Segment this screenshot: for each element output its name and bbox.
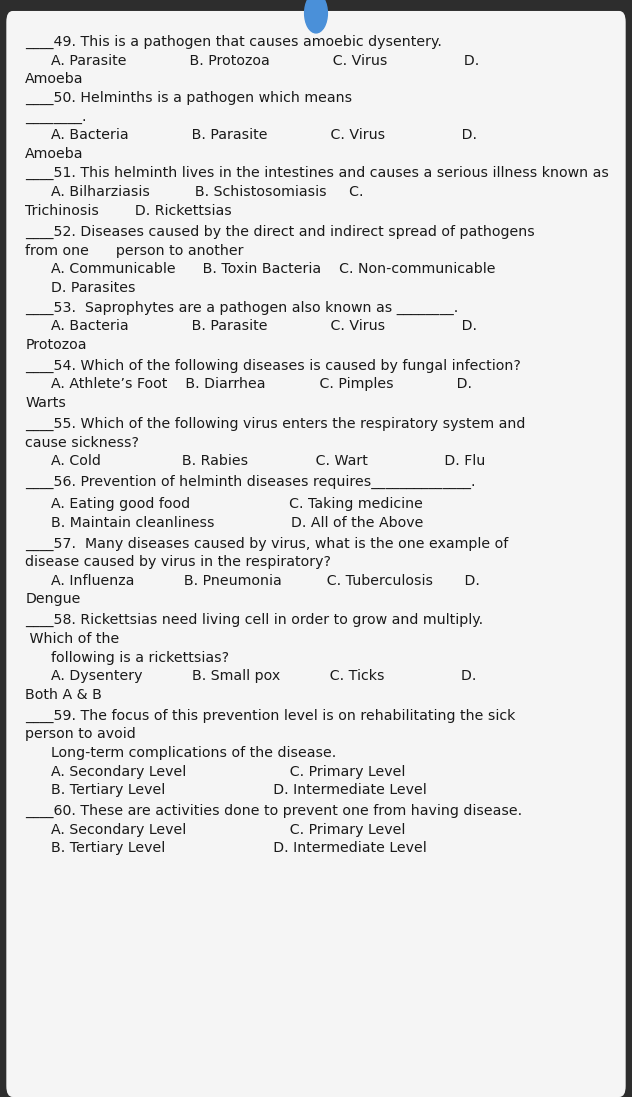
Text: A. Parasite              B. Protozoa              C. Virus                 D.: A. Parasite B. Protozoa C. Virus D. xyxy=(51,54,479,68)
Text: B. Tertiary Level                        D. Intermediate Level: B. Tertiary Level D. Intermediate Level xyxy=(51,783,427,798)
Text: following is a rickettsias?: following is a rickettsias? xyxy=(51,651,229,665)
Text: A. Secondary Level                       C. Primary Level: A. Secondary Level C. Primary Level xyxy=(51,765,405,779)
Text: ____60. These are activities done to prevent one from having disease.: ____60. These are activities done to pre… xyxy=(25,804,523,818)
Text: A. Eating good food                      C. Taking medicine: A. Eating good food C. Taking medicine xyxy=(51,497,422,511)
Text: ____53.  Saprophytes are a pathogen also known as ________.: ____53. Saprophytes are a pathogen also … xyxy=(25,301,459,315)
Text: ____54. Which of the following diseases is caused by fungal infection?: ____54. Which of the following diseases … xyxy=(25,359,521,373)
Text: A. Athlete’s Foot    B. Diarrhea            C. Pimples              D.: A. Athlete’s Foot B. Diarrhea C. Pimples… xyxy=(51,377,471,392)
Text: Trichinosis        D. Rickettsias: Trichinosis D. Rickettsias xyxy=(25,204,232,218)
Text: Long-term complications of the disease.: Long-term complications of the disease. xyxy=(51,746,336,760)
Text: ____52. Diseases caused by the direct and indirect spread of pathogens: ____52. Diseases caused by the direct an… xyxy=(25,225,535,239)
Text: A. Bacteria              B. Parasite              C. Virus                 D.: A. Bacteria B. Parasite C. Virus D. xyxy=(51,319,477,333)
Text: Warts: Warts xyxy=(25,396,66,410)
Text: D. Parasites: D. Parasites xyxy=(51,281,135,295)
Text: ____49. This is a pathogen that causes amoebic dysentery.: ____49. This is a pathogen that causes a… xyxy=(25,35,442,49)
Text: from one      person to another: from one person to another xyxy=(25,244,244,258)
Text: Protozoa: Protozoa xyxy=(25,338,87,352)
Text: Amoeba: Amoeba xyxy=(25,72,84,87)
Text: ____56. Prevention of helminth diseases requires______________.: ____56. Prevention of helminth diseases … xyxy=(25,475,476,489)
Text: A. Dysentery           B. Small pox           C. Ticks                 D.: A. Dysentery B. Small pox C. Ticks D. xyxy=(51,669,476,683)
Text: disease caused by virus in the respiratory?: disease caused by virus in the respirato… xyxy=(25,555,331,569)
Text: A. Secondary Level                       C. Primary Level: A. Secondary Level C. Primary Level xyxy=(51,823,405,837)
Text: cause sickness?: cause sickness? xyxy=(25,436,139,450)
Text: A. Bacteria              B. Parasite              C. Virus                 D.: A. Bacteria B. Parasite C. Virus D. xyxy=(51,128,477,143)
FancyBboxPatch shape xyxy=(6,11,626,1097)
Text: A. Communicable      B. Toxin Bacteria    C. Non-communicable: A. Communicable B. Toxin Bacteria C. Non… xyxy=(51,262,495,276)
Text: Amoeba: Amoeba xyxy=(25,147,84,161)
Text: B. Maintain cleanliness                 D. All of the Above: B. Maintain cleanliness D. All of the Ab… xyxy=(51,516,423,530)
Text: ____51. This helminth lives in the intestines and causes a serious illness known: ____51. This helminth lives in the intes… xyxy=(25,166,609,180)
Text: A. Bilharziasis          B. Schistosomiasis     C.: A. Bilharziasis B. Schistosomiasis C. xyxy=(51,185,363,200)
Text: person to avoid: person to avoid xyxy=(25,727,136,742)
Text: B. Tertiary Level                        D. Intermediate Level: B. Tertiary Level D. Intermediate Level xyxy=(51,841,427,856)
Text: A. Influenza           B. Pneumonia          C. Tuberculosis       D.: A. Influenza B. Pneumonia C. Tuberculosi… xyxy=(51,574,480,588)
Text: ____59. The focus of this prevention level is on rehabilitating the sick: ____59. The focus of this prevention lev… xyxy=(25,709,516,723)
Text: ____57.  Many diseases caused by virus, what is the one example of: ____57. Many diseases caused by virus, w… xyxy=(25,536,509,551)
Text: Dengue: Dengue xyxy=(25,592,81,607)
Text: ________.: ________. xyxy=(25,110,87,124)
Text: ____55. Which of the following virus enters the respiratory system and: ____55. Which of the following virus ent… xyxy=(25,417,526,431)
Text: Both A & B: Both A & B xyxy=(25,688,102,702)
Text: ____58. Rickettsias need living cell in order to grow and multiply.: ____58. Rickettsias need living cell in … xyxy=(25,613,483,627)
Text: Which of the: Which of the xyxy=(25,632,119,646)
Text: ____50. Helminths is a pathogen which means: ____50. Helminths is a pathogen which me… xyxy=(25,91,353,105)
Text: A. Cold                  B. Rabies               C. Wart                 D. Flu: A. Cold B. Rabies C. Wart D. Flu xyxy=(51,454,485,468)
